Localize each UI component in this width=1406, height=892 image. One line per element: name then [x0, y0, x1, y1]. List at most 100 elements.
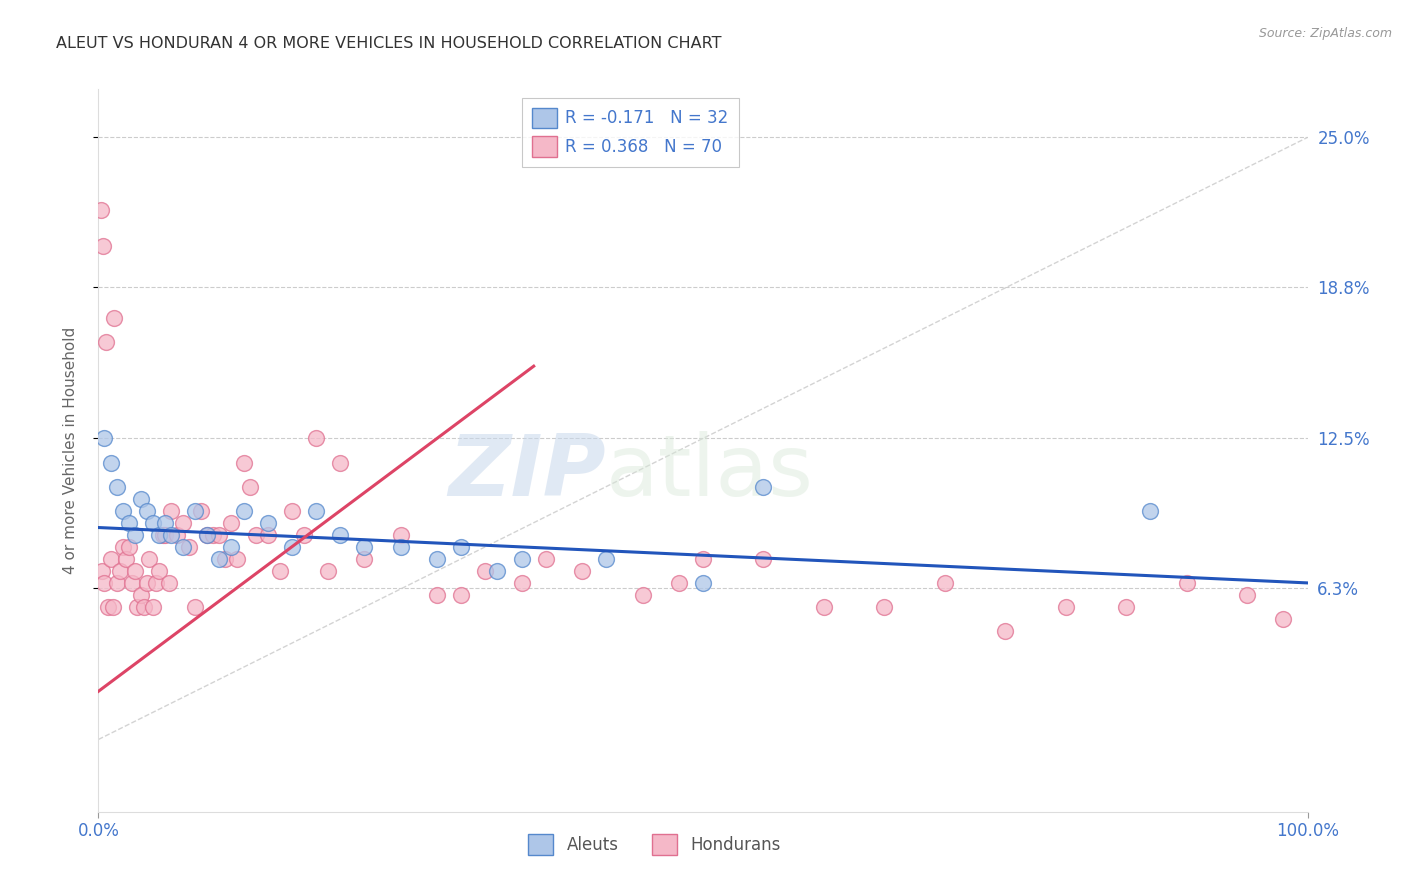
Point [813, 599, 835, 614]
Point [135, 503, 157, 517]
Point [138, 551, 160, 566]
Point [91, 564, 114, 578]
Y-axis label: 4 or more Vehicles in Household: 4 or more Vehicles in Household [63, 326, 77, 574]
Point [179, 540, 201, 554]
Point [752, 551, 775, 566]
Point [221, 540, 243, 554]
Point [184, 599, 207, 614]
Point [100, 551, 122, 566]
Point [148, 564, 170, 578]
Point [105, 576, 128, 591]
Point [232, 455, 254, 469]
Point [160, 528, 183, 542]
Point [129, 588, 152, 602]
Point [148, 528, 170, 542]
Point [93, 431, 115, 445]
Point [172, 516, 194, 530]
Point [166, 528, 188, 542]
Point [389, 528, 412, 542]
Point [1115, 599, 1137, 614]
Point [474, 564, 496, 578]
Point [105, 480, 128, 494]
Point [486, 564, 509, 578]
Point [292, 528, 315, 542]
Point [93, 576, 115, 591]
Point [208, 551, 231, 566]
Point [226, 551, 249, 566]
Point [111, 540, 134, 554]
Point [353, 540, 375, 554]
Text: ALEUT VS HONDURAN 4 OR MORE VEHICLES IN HOUSEHOLD CORRELATION CHART: ALEUT VS HONDURAN 4 OR MORE VEHICLES IN … [56, 36, 721, 51]
Point [595, 551, 617, 566]
Point [91, 238, 114, 252]
Point [118, 516, 141, 530]
Point [1236, 588, 1258, 602]
Text: ZIP: ZIP [449, 431, 606, 514]
Point [202, 528, 225, 542]
Point [108, 564, 131, 578]
Point [103, 311, 125, 326]
Text: Source: ZipAtlas.com: Source: ZipAtlas.com [1258, 27, 1392, 40]
Point [129, 491, 152, 506]
Point [152, 528, 174, 542]
Point [256, 528, 278, 542]
Point [994, 624, 1017, 639]
Point [153, 528, 176, 542]
Point [124, 564, 146, 578]
Point [232, 503, 254, 517]
Point [135, 576, 157, 591]
Point [752, 480, 775, 494]
Point [221, 516, 243, 530]
Point [190, 503, 212, 517]
Point [195, 528, 218, 542]
Point [142, 599, 165, 614]
Point [127, 599, 149, 614]
Point [389, 540, 412, 554]
Point [111, 503, 134, 517]
Point [101, 599, 124, 614]
Point [426, 588, 449, 602]
Point [329, 455, 352, 469]
Point [134, 599, 156, 614]
Point [631, 588, 654, 602]
Point [534, 551, 557, 566]
Point [329, 528, 352, 542]
Point [934, 576, 956, 591]
Point [157, 576, 180, 591]
Point [184, 503, 207, 517]
Point [510, 551, 533, 566]
Point [115, 551, 138, 566]
Point [1272, 612, 1295, 626]
Point [100, 455, 122, 469]
Point [97, 599, 120, 614]
Point [269, 564, 291, 578]
Point [214, 551, 236, 566]
Point [239, 480, 262, 494]
Legend: Aleuts, Hondurans: Aleuts, Hondurans [522, 828, 787, 861]
Point [121, 576, 143, 591]
Point [195, 528, 218, 542]
Point [316, 564, 339, 578]
Point [281, 540, 304, 554]
Point [172, 540, 194, 554]
Point [1054, 599, 1077, 614]
Point [426, 551, 449, 566]
Point [145, 576, 167, 591]
Point [124, 528, 146, 542]
Point [281, 503, 304, 517]
Point [208, 528, 231, 542]
Point [245, 528, 267, 542]
Point [1175, 576, 1198, 591]
Point [256, 516, 278, 530]
Point [142, 516, 165, 530]
Point [160, 503, 183, 517]
Point [90, 202, 112, 217]
Point [353, 551, 375, 566]
Point [94, 334, 117, 349]
Point [873, 599, 896, 614]
Point [692, 576, 714, 591]
Point [450, 540, 472, 554]
Point [118, 540, 141, 554]
Point [305, 503, 328, 517]
Point [1139, 503, 1161, 517]
